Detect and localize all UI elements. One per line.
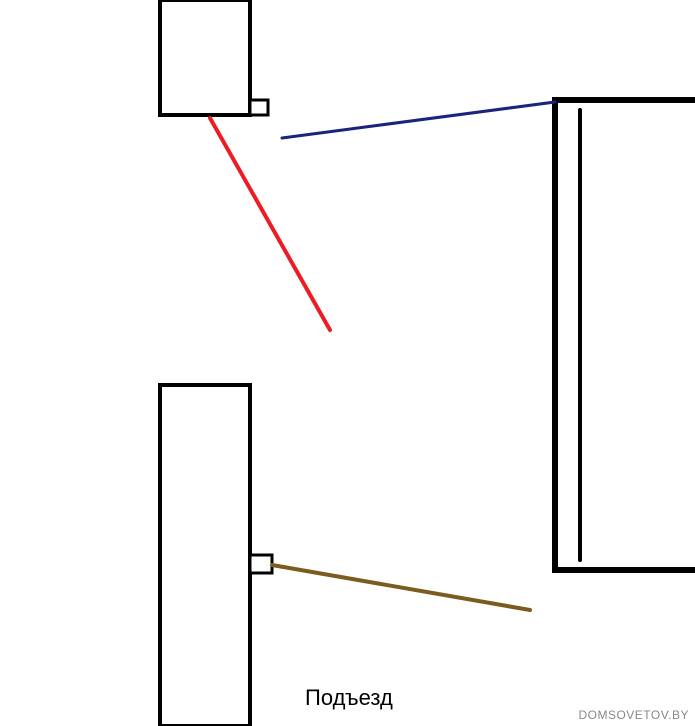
wall_top_notch (250, 100, 268, 115)
watermark-text: DOMSOVETOV.BY (578, 708, 689, 722)
entrance-label: Подъезд (305, 685, 393, 711)
line_brown (272, 565, 530, 610)
diagram-canvas (0, 0, 695, 726)
wall_top (160, 0, 250, 115)
frame_right (555, 100, 695, 570)
wall_bottom (160, 385, 250, 726)
line_red (210, 118, 330, 330)
wall_bottom_notch (250, 555, 272, 573)
line_blue (282, 102, 555, 138)
